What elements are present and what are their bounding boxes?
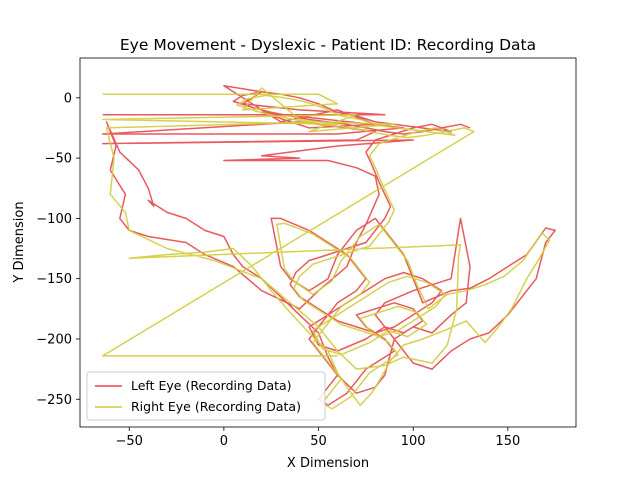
chart-title: Eye Movement - Dyslexic - Patient ID: Re… [120, 36, 536, 54]
x-axis-label: X Dimension [287, 456, 369, 471]
x-tick-label: 150 [495, 434, 520, 449]
y-tick-label: −150 [36, 272, 72, 287]
legend: Left Eye (Recording Data) Right Eye (Rec… [86, 371, 326, 421]
x-tick-label: 0 [220, 434, 228, 449]
series-line-left-eye [101, 84, 556, 407]
y-axis-label: Y Dimension [12, 201, 27, 283]
legend-label-right-eye: Right Eye (Recording Data) [131, 399, 301, 414]
y-tick-label: −250 [36, 393, 72, 408]
y-tick-label: −200 [36, 332, 72, 347]
x-tick-label: 50 [310, 434, 327, 449]
y-axis: 0 −50 −100 −150 −200 −250 [36, 91, 80, 408]
legend-label-left-eye: Left Eye (Recording Data) [131, 378, 292, 393]
plot-frame [79, 57, 577, 428]
series-line-right-eye [101, 87, 551, 410]
series-layer [101, 84, 556, 410]
y-tick-label: −50 [45, 152, 72, 167]
x-tick-label: −50 [116, 434, 143, 449]
y-tick-label: 0 [64, 91, 72, 106]
x-tick-label: 100 [401, 434, 426, 449]
legend-box [86, 371, 326, 421]
y-tick-label: −100 [36, 212, 72, 227]
x-axis: −50 0 50 100 150 [116, 427, 520, 449]
